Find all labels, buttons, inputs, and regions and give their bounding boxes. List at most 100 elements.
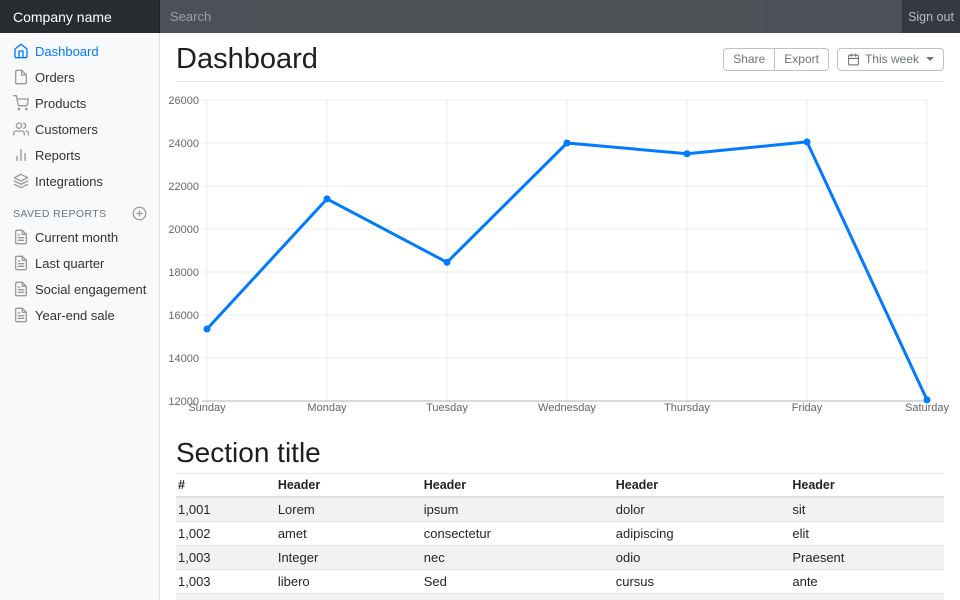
table-cell: 1,001 [176, 496, 276, 522]
table-cell: cursus [613, 569, 791, 594]
file-text-icon [15, 255, 27, 271]
svg-text:26000: 26000 [168, 95, 199, 107]
export-button[interactable]: Export [774, 47, 829, 71]
table-cell: amet [275, 521, 422, 546]
sidebar-item-current-month[interactable]: Current month [0, 224, 160, 250]
table-column-header: Header [613, 473, 791, 498]
toolbar: Share Export This week [723, 47, 944, 71]
bar-chart-icon [16, 149, 26, 161]
home-icon [14, 43, 28, 59]
svg-text:Thursday: Thursday [664, 402, 710, 414]
table-header-row: # Header Header Header Header [176, 473, 944, 498]
caret-down-icon [926, 57, 934, 61]
brand-link[interactable]: Company name [0, 0, 160, 33]
sidebar: Dashboard Orders Products Customers Reports I… [0, 33, 160, 600]
sidebar-item-year-end-sale[interactable]: Year-end sale [0, 302, 160, 328]
table-cell: 1,003 [176, 545, 276, 570]
sidebar-item-label: Integrations [35, 173, 103, 189]
sidebar-item-orders[interactable]: Orders [0, 64, 160, 90]
table-column-header: # [176, 473, 276, 498]
shopping-cart-icon [13, 95, 29, 111]
table-cell: libero [275, 569, 422, 594]
week-dropdown-button[interactable]: This week [836, 47, 944, 71]
sidebar-item-reports[interactable]: Reports [0, 142, 160, 168]
file-text-icon [15, 307, 27, 323]
table-cell: elit [790, 521, 944, 546]
table-cell: nec [421, 545, 614, 570]
table-column-header: Header [275, 473, 422, 498]
table-column-header: Header [421, 473, 614, 498]
table-cell: dolor [613, 496, 791, 522]
saved-reports-nav: Current month Last quarter Social engageme… [0, 224, 160, 328]
page-title: Dashboard [176, 43, 318, 75]
sidebar-item-customers[interactable]: Customers [0, 116, 160, 142]
svg-text:Monday: Monday [307, 402, 347, 414]
section-title: Section title [176, 437, 321, 468]
svg-text:Friday: Friday [792, 402, 823, 414]
layers-icon [13, 173, 29, 189]
table-cell: diam [421, 593, 614, 600]
sidebar-item-social-engagement[interactable]: Social engagement [0, 276, 160, 302]
table-row: 1,002 amet consectetur adipiscing elit [176, 521, 944, 546]
file-text-icon [15, 229, 27, 245]
svg-text:18000: 18000 [168, 267, 199, 279]
search-wrap [160, 0, 902, 33]
main-content: Dashboard Share Export This week 12000 14… [160, 0, 960, 600]
chart-area: 12000 14000 16000 18000 20000 22000 24000 26000… [168, 82, 949, 425]
svg-text:22000: 22000 [168, 181, 199, 193]
table-cell: adipiscing [613, 521, 791, 546]
table-cell: 1,003 [176, 569, 276, 594]
sidebar-item-dashboard[interactable]: Dashboard [0, 38, 160, 64]
table-row: 1,003 libero Sed cursus ante [176, 569, 944, 594]
data-table: # Header Header Header Header 1,001 Lorem ipsu… [176, 473, 944, 600]
sidebar-item-label: Orders [35, 69, 75, 85]
sidebar-item-label: Reports [35, 147, 81, 163]
share-export-group: Share Export [723, 47, 829, 71]
sidebar-item-products[interactable]: Products [0, 90, 160, 116]
calendar-icon [847, 53, 860, 66]
sidebar-item-label: Social engagement [35, 281, 147, 297]
week-dropdown-label: This week [864, 51, 919, 66]
svg-text:24000: 24000 [168, 138, 199, 150]
saved-reports-label: Saved reports [13, 207, 107, 220]
svg-text:16000: 16000 [168, 310, 199, 322]
table-cell: sit [790, 496, 944, 522]
svg-text:Tuesday: Tuesday [426, 402, 468, 414]
top-navbar: Company name Sign out [0, 0, 960, 33]
table-cell: 1,004 [176, 593, 276, 600]
file-icon [15, 69, 27, 85]
sidebar-item-label: Dashboard [35, 43, 99, 59]
table-row: 1,001 Lorem ipsum dolor sit [176, 496, 944, 522]
share-button[interactable]: Share [723, 47, 776, 71]
svg-text:14000: 14000 [168, 353, 199, 365]
saved-reports-heading: Saved reports [0, 194, 160, 224]
table-cell: Praesent [790, 545, 944, 570]
sidebar-item-label: Year-end sale [35, 307, 115, 323]
table-cell: ante [790, 569, 944, 594]
table-cell: ipsum [421, 496, 614, 522]
plus-circle-icon[interactable] [132, 206, 147, 221]
sidebar-nav: Dashboard Orders Products Customers Reports I… [0, 38, 160, 194]
sidebar-item-label: Customers [35, 121, 98, 137]
svg-text:20000: 20000 [168, 224, 199, 236]
table-column-header: Header [790, 473, 944, 498]
svg-text:Saturday: Saturday [905, 402, 950, 414]
table-cell: consectetur [421, 521, 614, 546]
line-chart: 12000 14000 16000 18000 20000 22000 24000 26000… [168, 95, 949, 414]
sidebar-item-label: Products [35, 95, 87, 111]
sidebar-item-label: Current month [35, 229, 119, 245]
table-cell: Sed [613, 593, 791, 600]
table-cell: Lorem [275, 496, 422, 522]
sidebar-item-label: Last quarter [35, 255, 105, 271]
sidebar-item-last-quarter[interactable]: Last quarter [0, 250, 160, 276]
signout-link[interactable]: Sign out [908, 9, 954, 24]
table-cell: dapibus [275, 593, 422, 600]
search-input[interactable] [160, 0, 902, 33]
table-cell: 1,002 [176, 521, 276, 546]
table-cell: nisi [790, 593, 944, 600]
page-header: Dashboard Share Export This week [176, 33, 944, 82]
svg-text:12000: 12000 [168, 396, 199, 408]
sidebar-item-integrations[interactable]: Integrations [0, 168, 160, 194]
svg-text:Wednesday: Wednesday [538, 402, 596, 414]
table-cell: odio [613, 545, 791, 570]
